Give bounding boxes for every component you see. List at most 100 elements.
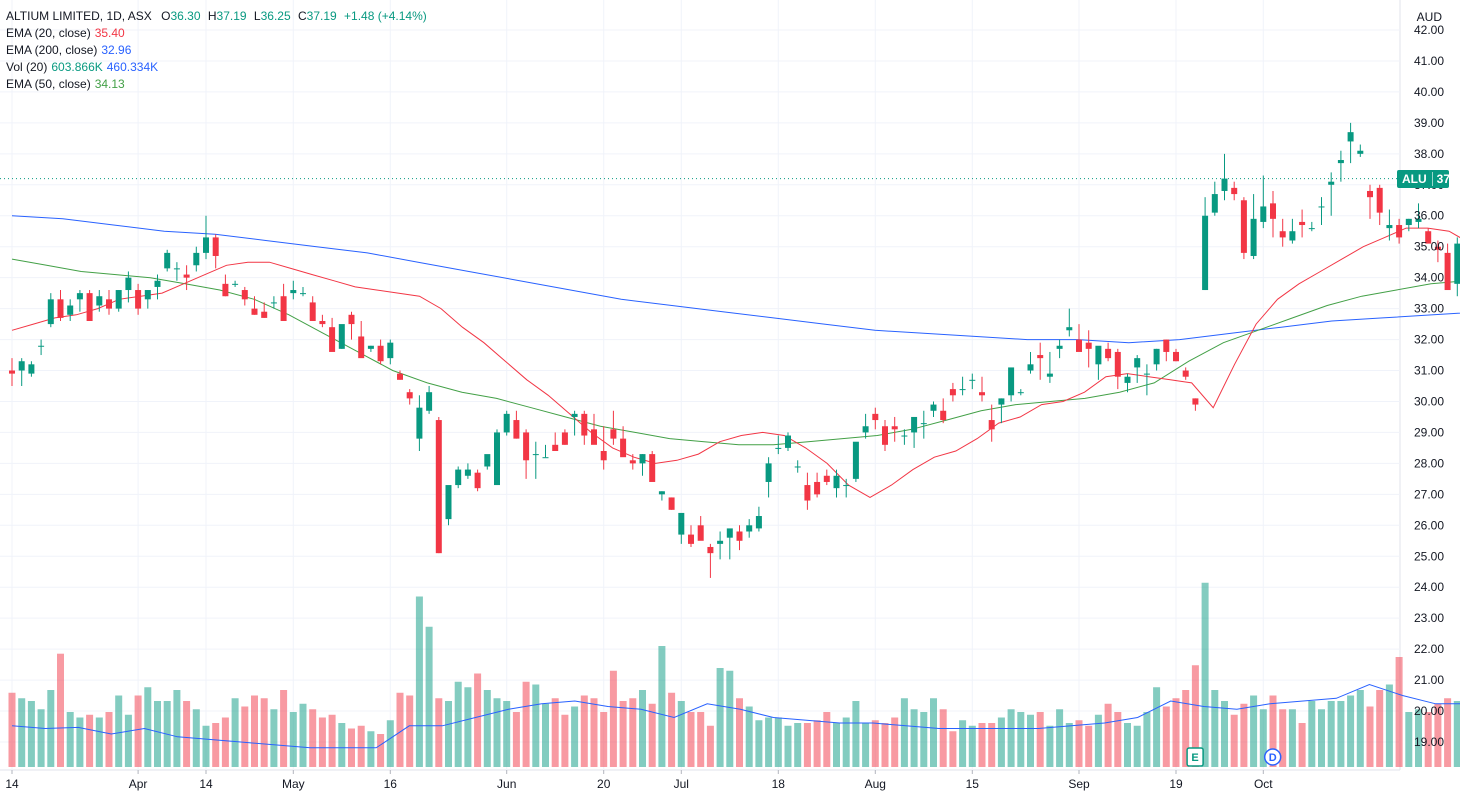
- x-tick-label: 20: [597, 777, 611, 791]
- marker-label: D: [1269, 752, 1277, 764]
- currency-label[interactable]: AUD: [1416, 10, 1442, 24]
- volume-bar: [1036, 712, 1044, 767]
- candle-body: [707, 546, 714, 554]
- candle: [1386, 209, 1393, 241]
- volume-bar: [280, 690, 288, 767]
- candle: [1231, 181, 1238, 201]
- volume-bar: [474, 673, 482, 767]
- y-tick-label: 32.00: [1414, 333, 1444, 347]
- volume-bar: [1046, 725, 1054, 767]
- volume-bar: [445, 701, 452, 767]
- candle: [76, 290, 83, 312]
- candle-body: [949, 389, 956, 396]
- candle-body: [484, 454, 491, 467]
- candle-body: [552, 444, 559, 452]
- y-tick-label: 21.00: [1414, 673, 1444, 687]
- candle: [1211, 181, 1218, 216]
- low-label: L: [253, 9, 261, 23]
- candle-body: [920, 423, 927, 425]
- candle-body: [629, 460, 636, 464]
- legend-ema200-row[interactable]: EMA (200, close) 32.96: [6, 42, 427, 59]
- price-axis[interactable]: 19.00 20.00 21.00 22.00 23.00 24.00 25.00 26.00…: [1414, 23, 1444, 749]
- candle: [251, 296, 258, 315]
- volume-bar: [1318, 709, 1325, 767]
- candle-body: [1386, 225, 1393, 229]
- candle: [1163, 339, 1170, 362]
- candle-body: [940, 410, 947, 421]
- candle-body: [406, 392, 413, 399]
- candle-body: [862, 426, 869, 433]
- candle-body: [435, 420, 442, 554]
- volume-bar: [1201, 582, 1209, 767]
- y-tick-label: 30.00: [1414, 394, 1444, 408]
- volume-bar: [493, 698, 501, 767]
- candle-body: [1337, 160, 1344, 164]
- candle: [513, 410, 520, 439]
- candle: [911, 416, 918, 448]
- candle: [1124, 373, 1131, 393]
- candle-body: [503, 413, 510, 433]
- x-tick-label: 18: [772, 777, 786, 791]
- candle: [600, 426, 607, 470]
- volume-bar: [803, 723, 811, 767]
- candle: [581, 410, 588, 445]
- candle: [794, 460, 801, 473]
- volume-bar: [503, 701, 511, 767]
- candle: [1405, 218, 1412, 232]
- volume-bar: [1250, 695, 1258, 767]
- candle: [173, 262, 180, 281]
- candle-body: [1318, 206, 1325, 208]
- candle-body: [959, 389, 966, 391]
- candle-body: [309, 302, 316, 321]
- candle-body: [969, 379, 976, 381]
- candle: [96, 290, 103, 312]
- candle-body: [1027, 364, 1034, 371]
- candle: [57, 290, 64, 321]
- high-value: 37.19: [216, 9, 247, 23]
- marker-label: E: [1191, 752, 1198, 764]
- ema20-label: EMA (20, close): [6, 26, 91, 40]
- candle-body: [765, 463, 772, 482]
- time-axis[interactable]: 14 Apr 14 May 16 Jun 20 Jul 18 Aug 15 Sep 19 Oct: [5, 770, 1273, 791]
- volume-bar: [415, 596, 423, 767]
- candle: [542, 444, 549, 459]
- volume-bar: [1191, 665, 1199, 767]
- candle: [270, 296, 277, 309]
- volume-bar: [571, 706, 579, 767]
- candle: [445, 485, 452, 526]
- y-tick-label: 26.00: [1414, 518, 1444, 532]
- symbol-title[interactable]: ALTIUM LIMITED, 1D, ASX: [6, 9, 152, 23]
- volume-bar: [726, 670, 734, 767]
- legend-ema20-row[interactable]: EMA (20, close) 35.40: [6, 25, 427, 42]
- candle-body: [183, 274, 190, 278]
- y-tick-label: 42.00: [1414, 23, 1444, 37]
- candle: [930, 401, 937, 417]
- candle-body: [1114, 351, 1121, 377]
- volume-bar: [745, 706, 753, 767]
- candle-body: [9, 370, 15, 374]
- candle-body: [96, 296, 103, 306]
- volume-bar: [144, 687, 152, 767]
- candle: [1076, 324, 1082, 352]
- y-tick-label: 29.00: [1414, 425, 1444, 439]
- candle-body: [455, 469, 462, 486]
- volume-bar: [900, 698, 908, 767]
- volume-bar: [1114, 712, 1122, 767]
- candle: [9, 358, 15, 386]
- x-tick-label: May: [282, 777, 305, 791]
- change-value: +1.48 (+4.14%): [344, 9, 427, 23]
- volume-bar: [687, 712, 695, 767]
- volume-bar: [27, 701, 35, 767]
- volume-bar: [212, 723, 220, 767]
- candle-body: [591, 429, 597, 445]
- candle: [290, 280, 297, 300]
- legend-volume-row[interactable]: Vol (20) 603.866K 460.334K: [6, 59, 427, 76]
- volume-bar: [823, 712, 831, 767]
- candle: [1279, 218, 1286, 247]
- legend-ema50-row[interactable]: EMA (50, close) 34.13: [6, 76, 427, 93]
- candle: [988, 404, 995, 442]
- volume-bar: [1133, 725, 1141, 767]
- candle: [1056, 339, 1063, 359]
